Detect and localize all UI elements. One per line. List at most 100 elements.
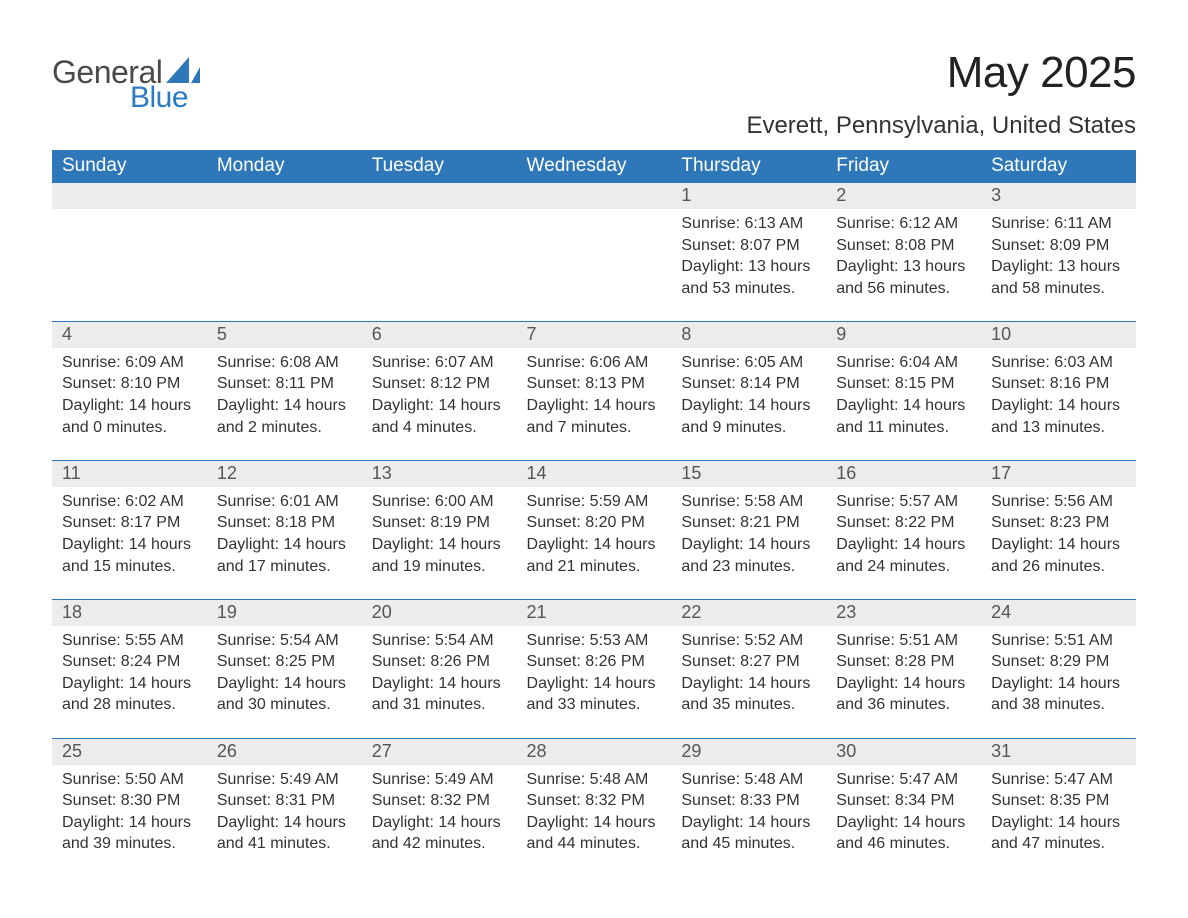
sunrise-label: Sunrise: <box>681 215 744 232</box>
daylight-label: Daylight: <box>217 397 284 414</box>
sunset-value: 8:17 PM <box>121 514 181 531</box>
sunset-value: 8:08 PM <box>895 237 955 254</box>
day-number-cell: 3 <box>981 183 1136 209</box>
day-body-cell: Sunrise: 5:53 AMSunset: 8:26 PMDaylight:… <box>517 626 672 739</box>
sunrise-label: Sunrise: <box>991 493 1054 510</box>
day-number-cell: 12 <box>207 461 362 487</box>
sunrise-line: Sunrise: 5:52 AM <box>681 630 816 652</box>
sunset-label: Sunset: <box>217 792 276 809</box>
sunrise-value: 5:47 AM <box>1054 771 1113 788</box>
weekday-header-row: Sunday Monday Tuesday Wednesday Thursday… <box>52 150 1136 183</box>
day-number-cell: 29 <box>671 739 826 765</box>
daylight-label: Daylight: <box>681 536 748 553</box>
sunrise-value: 6:07 AM <box>435 354 494 371</box>
day-number-cell: 11 <box>52 461 207 487</box>
weekday-header: Saturday <box>981 150 1136 183</box>
day-number-cell: 23 <box>826 600 981 626</box>
sunset-label: Sunset: <box>372 375 431 392</box>
sunrise-label: Sunrise: <box>991 354 1054 371</box>
day-body-cell: Sunrise: 5:58 AMSunset: 8:21 PMDaylight:… <box>671 487 826 600</box>
daylight-line: Daylight: 14 hours and 33 minutes. <box>527 673 662 716</box>
sunrise-line: Sunrise: 6:11 AM <box>991 213 1126 235</box>
daylight-line: Daylight: 14 hours and 35 minutes. <box>681 673 816 716</box>
daylight-line: Daylight: 13 hours and 56 minutes. <box>836 256 971 299</box>
daylight-line: Daylight: 14 hours and 17 minutes. <box>217 534 352 577</box>
daylight-label: Daylight: <box>62 536 129 553</box>
day-number-cell: 22 <box>671 600 826 626</box>
day-body-cell: Sunrise: 5:52 AMSunset: 8:27 PMDaylight:… <box>671 626 826 739</box>
day-body-row: Sunrise: 6:09 AMSunset: 8:10 PMDaylight:… <box>52 348 1136 461</box>
sunset-value: 8:24 PM <box>121 653 181 670</box>
daylight-label: Daylight: <box>991 536 1058 553</box>
sunset-line: Sunset: 8:12 PM <box>372 373 507 395</box>
sunset-value: 8:35 PM <box>1050 792 1110 809</box>
sunrise-value: 6:05 AM <box>745 354 804 371</box>
sunset-line: Sunset: 8:16 PM <box>991 373 1126 395</box>
sunrise-value: 5:58 AM <box>745 493 804 510</box>
sunrise-line: Sunrise: 6:07 AM <box>372 352 507 374</box>
sunset-line: Sunset: 8:15 PM <box>836 373 971 395</box>
sunrise-line: Sunrise: 6:12 AM <box>836 213 971 235</box>
sunrise-line: Sunrise: 5:54 AM <box>372 630 507 652</box>
sunrise-value: 6:04 AM <box>899 354 958 371</box>
sunset-label: Sunset: <box>527 514 586 531</box>
sunset-label: Sunset: <box>217 375 276 392</box>
day-body-cell: Sunrise: 5:56 AMSunset: 8:23 PMDaylight:… <box>981 487 1136 600</box>
day-number-cell: 8 <box>671 322 826 348</box>
sunset-label: Sunset: <box>991 237 1050 254</box>
day-number-cell: 15 <box>671 461 826 487</box>
day-body-cell: Sunrise: 6:13 AMSunset: 8:07 PMDaylight:… <box>671 209 826 322</box>
daylight-line: Daylight: 14 hours and 24 minutes. <box>836 534 971 577</box>
sunset-line: Sunset: 8:32 PM <box>527 790 662 812</box>
sunrise-value: 5:51 AM <box>899 632 958 649</box>
daylight-line: Daylight: 14 hours and 31 minutes. <box>372 673 507 716</box>
day-number-cell: 28 <box>517 739 672 765</box>
daylight-line: Daylight: 14 hours and 41 minutes. <box>217 812 352 855</box>
daylight-line: Daylight: 13 hours and 53 minutes. <box>681 256 816 299</box>
sunrise-line: Sunrise: 6:01 AM <box>217 491 352 513</box>
sunrise-value: 5:56 AM <box>1054 493 1113 510</box>
sunrise-label: Sunrise: <box>217 493 280 510</box>
day-number-cell: 5 <box>207 322 362 348</box>
day-number-cell: 13 <box>362 461 517 487</box>
day-number-cell: 14 <box>517 461 672 487</box>
sunrise-line: Sunrise: 5:48 AM <box>681 769 816 791</box>
sunset-line: Sunset: 8:26 PM <box>372 651 507 673</box>
day-body-cell: Sunrise: 5:49 AMSunset: 8:32 PMDaylight:… <box>362 765 517 877</box>
sunrise-label: Sunrise: <box>372 354 435 371</box>
day-number-cell: 6 <box>362 322 517 348</box>
weekday-header: Tuesday <box>362 150 517 183</box>
sunset-line: Sunset: 8:22 PM <box>836 512 971 534</box>
sunset-value: 8:11 PM <box>276 375 334 392</box>
sunset-line: Sunset: 8:31 PM <box>217 790 352 812</box>
daylight-line: Daylight: 14 hours and 2 minutes. <box>217 395 352 438</box>
daylight-label: Daylight: <box>527 536 594 553</box>
sunset-value: 8:34 PM <box>895 792 955 809</box>
sunset-value: 8:23 PM <box>1050 514 1110 531</box>
daylight-line: Daylight: 14 hours and 26 minutes. <box>991 534 1126 577</box>
weekday-header: Thursday <box>671 150 826 183</box>
sunrise-label: Sunrise: <box>372 771 435 788</box>
sunrise-line: Sunrise: 5:55 AM <box>62 630 197 652</box>
day-number-cell: 21 <box>517 600 672 626</box>
daylight-line: Daylight: 14 hours and 44 minutes. <box>527 812 662 855</box>
day-body-cell: Sunrise: 5:50 AMSunset: 8:30 PMDaylight:… <box>52 765 207 877</box>
sunset-value: 8:29 PM <box>1050 653 1110 670</box>
sunrise-value: 6:03 AM <box>1054 354 1113 371</box>
sunset-value: 8:10 PM <box>121 375 181 392</box>
sunrise-label: Sunrise: <box>62 771 125 788</box>
sunrise-label: Sunrise: <box>836 354 899 371</box>
calendar-body: 12 3 Sunrise: 6:13 AMSunset: 8:07 PMDaylig… <box>52 183 1136 877</box>
sunrise-value: 5:51 AM <box>1054 632 1113 649</box>
day-body-cell: Sunrise: 5:54 AMSunset: 8:26 PMDaylight:… <box>362 626 517 739</box>
sunrise-line: Sunrise: 5:47 AM <box>991 769 1126 791</box>
brand-logo: General Blue <box>52 48 200 115</box>
daylight-label: Daylight: <box>527 397 594 414</box>
sunset-line: Sunset: 8:27 PM <box>681 651 816 673</box>
sunrise-label: Sunrise: <box>991 771 1054 788</box>
day-body-row: Sunrise: 5:50 AMSunset: 8:30 PMDaylight:… <box>52 765 1136 877</box>
sunset-line: Sunset: 8:20 PM <box>527 512 662 534</box>
day-body-cell <box>362 209 517 322</box>
day-body-cell: Sunrise: 5:49 AMSunset: 8:31 PMDaylight:… <box>207 765 362 877</box>
daylight-line: Daylight: 14 hours and 36 minutes. <box>836 673 971 716</box>
